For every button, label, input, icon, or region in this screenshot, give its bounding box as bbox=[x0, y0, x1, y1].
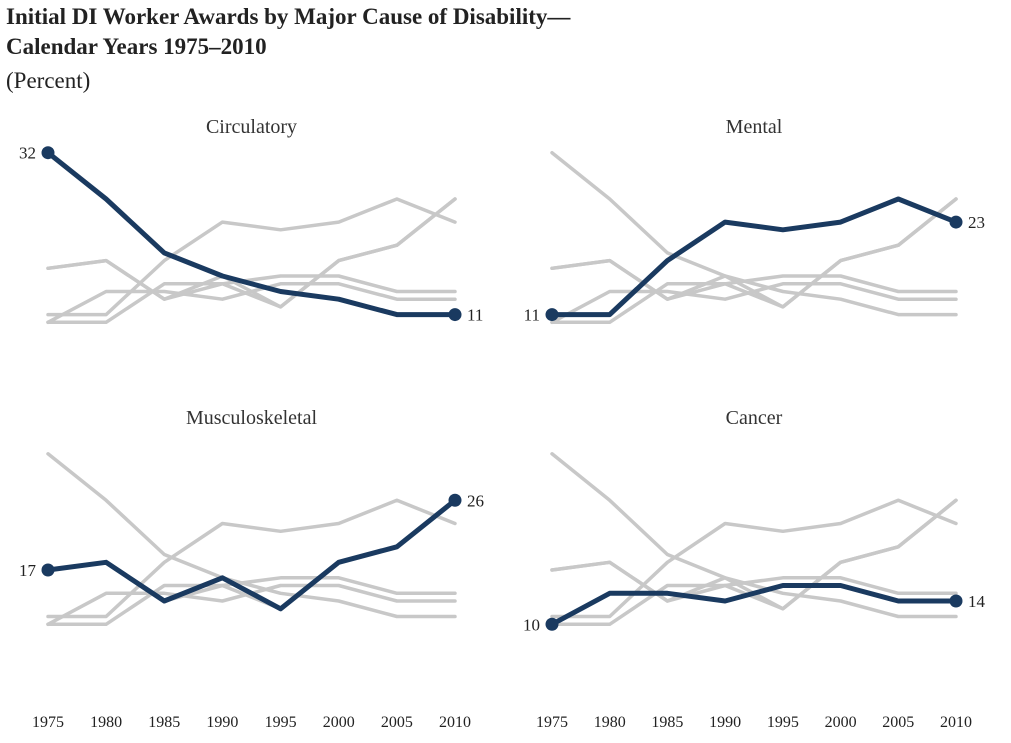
context-line bbox=[46, 452, 457, 619]
context-line bbox=[550, 282, 958, 325]
context-line bbox=[550, 498, 958, 619]
highlight-line-musculoskeletal bbox=[45, 497, 458, 612]
panel-title: Musculoskeletal bbox=[186, 407, 318, 429]
chart-title-line-2: Calendar Years 1975–2010 bbox=[6, 34, 267, 59]
end-value-label: 23 bbox=[968, 213, 985, 232]
x-tick-label: 1990 bbox=[206, 714, 238, 731]
chart-subtitle: (Percent) bbox=[6, 68, 91, 93]
panel-musculoskeletal: 17 26 Musculoskeletal 1975 1980 1985 1990 1995 2… bbox=[19, 407, 484, 731]
x-tick-label: 2000 bbox=[825, 714, 857, 731]
x-tick-label: 2000 bbox=[323, 714, 355, 731]
x-tick-label: 1980 bbox=[594, 714, 626, 731]
highlight-line-circulatory bbox=[45, 150, 458, 318]
context-line bbox=[46, 197, 457, 317]
x-tick-label: 1985 bbox=[651, 714, 683, 731]
x-tick-label: 2010 bbox=[940, 714, 972, 731]
x-tick-label: 1980 bbox=[90, 714, 122, 731]
panel-title: Mental bbox=[726, 116, 783, 138]
x-tick-label: 2005 bbox=[882, 714, 914, 731]
start-point-dot bbox=[545, 308, 559, 322]
context-line bbox=[550, 274, 958, 325]
start-value-label: 11 bbox=[524, 306, 540, 325]
x-tick-label: 2010 bbox=[439, 714, 471, 731]
panel-title: Cancer bbox=[726, 407, 783, 429]
context-line bbox=[550, 452, 958, 619]
context-line bbox=[46, 576, 457, 627]
chart-title-line-1: Initial DI Worker Awards by Major Cause … bbox=[6, 4, 571, 29]
x-tick-label: 1985 bbox=[148, 714, 180, 731]
end-point-dot bbox=[949, 215, 963, 229]
start-point-dot bbox=[41, 146, 55, 160]
context-line bbox=[46, 498, 457, 619]
start-point-dot bbox=[545, 617, 559, 631]
end-value-label: 14 bbox=[968, 592, 986, 611]
x-tick-label: 1990 bbox=[709, 714, 741, 731]
x-tick-label: 1995 bbox=[265, 714, 297, 731]
x-tick-label: 1995 bbox=[767, 714, 799, 731]
x-tick-label: 1975 bbox=[536, 714, 568, 731]
highlight-line-cancer bbox=[549, 583, 959, 627]
highlight-line-mental bbox=[549, 196, 959, 318]
context-line bbox=[550, 197, 958, 309]
start-value-label: 32 bbox=[19, 144, 36, 163]
x-tick-label: 1975 bbox=[32, 714, 64, 731]
end-point-dot bbox=[448, 493, 462, 507]
end-point-dot bbox=[949, 594, 963, 608]
end-value-label: 11 bbox=[467, 306, 483, 325]
start-value-label: 17 bbox=[19, 561, 37, 580]
end-value-label: 26 bbox=[467, 491, 484, 510]
context-line bbox=[550, 498, 958, 611]
panel-cancer: 10 14 Cancer 1975 1980 1985 1990 1995 2000 2005 20… bbox=[523, 407, 986, 731]
panel-title: Circulatory bbox=[206, 116, 297, 138]
x-tick-label: 2005 bbox=[381, 714, 413, 731]
end-point-dot bbox=[448, 308, 462, 322]
context-line bbox=[46, 197, 457, 309]
start-value-label: 10 bbox=[523, 615, 540, 634]
panel-circulatory: 32 11 Circulatory bbox=[19, 116, 483, 325]
panel-mental: 11 23 Mental bbox=[524, 116, 985, 325]
context-line bbox=[46, 274, 457, 325]
start-point-dot bbox=[41, 563, 55, 577]
context-line bbox=[550, 576, 958, 627]
context-line bbox=[46, 282, 457, 325]
context-line bbox=[550, 150, 958, 317]
